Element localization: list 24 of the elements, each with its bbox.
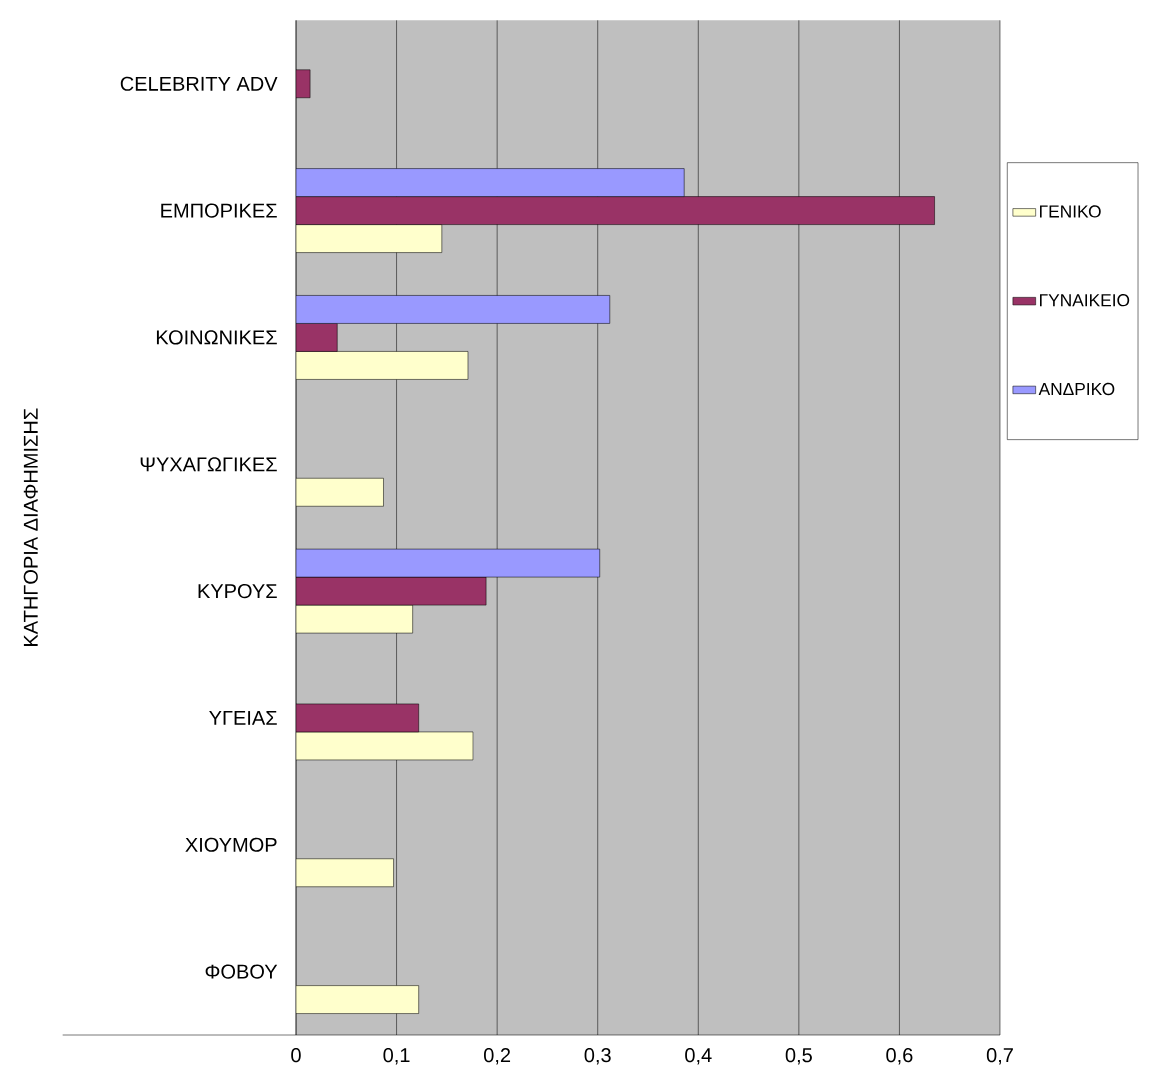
y-tick-label: ΨΥΧΑΓΩΓΙΚΕΣ [140,457,277,472]
bar [296,323,338,352]
x-tick-label: 0,6 [886,1048,913,1065]
x-tick-label: 0,4 [685,1048,712,1065]
y-axis-title: ΚΑΤΗΓΟΡΙΑ ΔΙΑΦΗΜΙΣΗΣ [23,408,38,646]
x-tick-label: 0,2 [484,1048,511,1065]
bar [296,196,935,225]
x-tick-label: 0 [291,1048,301,1063]
x-tick-label: 0,5 [785,1048,812,1065]
legend-label: ΓΕΝΙΚΟ [1040,205,1101,218]
y-tick-label: CELEBRITY ADV [120,76,278,91]
x-tick-label: 0,3 [584,1048,611,1065]
y-tick-label: ΕΜΠΟΡΙΚΕΣ [161,203,277,218]
y-tick-label: ΚΟΙΝΩΝΙΚΕΣ [156,330,277,345]
y-tick-label: ΧΙΟΥΜΟΡ [185,837,277,852]
legend-label: ΓΥΝΑΙΚΕΙΟ [1040,294,1130,307]
x-tick-label: 0,1 [383,1048,410,1065]
y-tick-label: ΚΥΡΟΥΣ [198,584,277,599]
x-tick-label: 0,7 [986,1048,1013,1065]
y-tick-label: ΥΓΕΙΑΣ [209,711,277,725]
bar [296,703,419,733]
legend-label: ΑΝΔΡΙΚΟ [1038,382,1115,396]
bar [296,576,487,606]
y-tick-label: ΦΟΒΟΥ [205,964,278,979]
